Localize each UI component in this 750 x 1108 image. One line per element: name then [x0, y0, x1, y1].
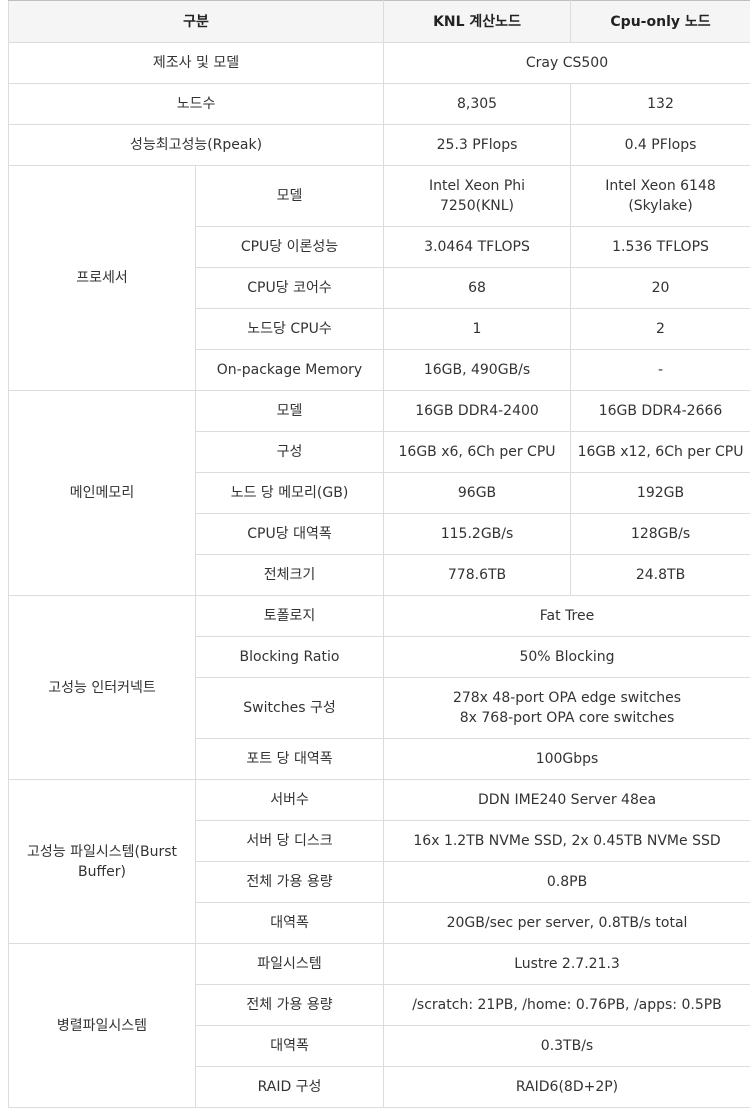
- spec-table: 구분 KNL 계산노드 Cpu-only 노드 제조사 및 모델 Cray CS…: [8, 0, 750, 1108]
- knl-value: 16GB, 490GB/s: [384, 350, 571, 391]
- knl-value: 3.0464 TFLOPS: [384, 227, 571, 268]
- header-row: 구분 KNL 계산노드 Cpu-only 노드: [9, 1, 750, 43]
- row-label: 모델: [196, 391, 384, 432]
- row-label: 포트 당 대역폭: [196, 739, 384, 780]
- cpu-value: Intel Xeon 6148 (Skylake): [571, 166, 750, 227]
- cpu-value: -: [571, 350, 750, 391]
- table-row: 노드수 8,305 132: [9, 84, 750, 125]
- row-label: 대역폭: [196, 1026, 384, 1067]
- row-label: 전체 가용 용량: [196, 985, 384, 1026]
- row-label: 서버수: [196, 780, 384, 821]
- table-row: 성능최고성능(Rpeak) 25.3 PFlops 0.4 PFlops: [9, 125, 750, 166]
- row-value: RAID6(8D+2P): [384, 1067, 750, 1108]
- table-row: 고성능 인터커넥트 토폴로지 Fat Tree: [9, 596, 750, 637]
- knl-value: 25.3 PFlops: [384, 125, 571, 166]
- group-label-memory: 메인메모리: [9, 391, 196, 596]
- table-row: 메인메모리 모델 16GB DDR4-2400 16GB DDR4-2666: [9, 391, 750, 432]
- row-label: 노드수: [9, 84, 384, 125]
- row-label: 토폴로지: [196, 596, 384, 637]
- group-label-parallel-fs: 병렬파일시스템: [9, 944, 196, 1108]
- cpu-value: 16GB x12, 6Ch per CPU: [571, 432, 750, 473]
- cpu-value: 20: [571, 268, 750, 309]
- knl-value-line: Intel Xeon Phi: [388, 176, 566, 196]
- row-label: On-package Memory: [196, 350, 384, 391]
- row-label: 서버 당 디스크: [196, 821, 384, 862]
- table-row: 병렬파일시스템 파일시스템 Lustre 2.7.21.3: [9, 944, 750, 985]
- cpu-value: 128GB/s: [571, 514, 750, 555]
- cpu-value: 1.536 TFLOPS: [571, 227, 750, 268]
- cpu-value: 0.4 PFlops: [571, 125, 750, 166]
- group-label-burst-buffer: 고성능 파일시스템(Burst Buffer): [9, 780, 196, 944]
- cpu-value: 16GB DDR4-2666: [571, 391, 750, 432]
- knl-value-line: 7250(KNL): [388, 196, 566, 216]
- row-value: 50% Blocking: [384, 637, 750, 678]
- row-value: 16x 1.2TB NVMe SSD, 2x 0.45TB NVMe SSD: [384, 821, 750, 862]
- row-label: CPU당 코어수: [196, 268, 384, 309]
- knl-value: 16GB x6, 6Ch per CPU: [384, 432, 571, 473]
- table-row: 제조사 및 모델 Cray CS500: [9, 43, 750, 84]
- row-value: Cray CS500: [384, 43, 750, 84]
- row-label: 노드당 CPU수: [196, 309, 384, 350]
- row-label: 파일시스템: [196, 944, 384, 985]
- group-label-line: Buffer): [13, 862, 191, 882]
- row-value: /scratch: 21PB, /home: 0.76PB, /apps: 0.…: [384, 985, 750, 1026]
- group-label-interconnect: 고성능 인터커넥트: [9, 596, 196, 780]
- row-value: 0.3TB/s: [384, 1026, 750, 1067]
- row-label: 성능최고성능(Rpeak): [9, 125, 384, 166]
- row-value: 20GB/sec per server, 0.8TB/s total: [384, 903, 750, 944]
- row-label: 대역폭: [196, 903, 384, 944]
- row-label: 모델: [196, 166, 384, 227]
- row-label: RAID 구성: [196, 1067, 384, 1108]
- row-label: 전체크기: [196, 555, 384, 596]
- row-label: 전체 가용 용량: [196, 862, 384, 903]
- knl-value: 778.6TB: [384, 555, 571, 596]
- cpu-value: 132: [571, 84, 750, 125]
- row-value: 278x 48-port OPA edge switches 8x 768-po…: [384, 678, 750, 739]
- cpu-value: 24.8TB: [571, 555, 750, 596]
- row-label: 제조사 및 모델: [9, 43, 384, 84]
- row-value-line: 8x 768-port OPA core switches: [388, 708, 746, 728]
- header-knl: KNL 계산노드: [384, 1, 571, 43]
- knl-value: 16GB DDR4-2400: [384, 391, 571, 432]
- header-cpu-only: Cpu-only 노드: [571, 1, 750, 43]
- header-category: 구분: [9, 1, 384, 43]
- table-row: 고성능 파일시스템(Burst Buffer) 서버수 DDN IME240 S…: [9, 780, 750, 821]
- row-label: Switches 구성: [196, 678, 384, 739]
- cpu-value: 2: [571, 309, 750, 350]
- row-label: CPU당 대역폭: [196, 514, 384, 555]
- group-label-line: 고성능 파일시스템(Burst: [13, 842, 191, 862]
- row-value: Fat Tree: [384, 596, 750, 637]
- knl-value: 115.2GB/s: [384, 514, 571, 555]
- group-label-processor: 프로세서: [9, 166, 196, 391]
- knl-value: 8,305: [384, 84, 571, 125]
- cpu-value-line: Intel Xeon 6148: [575, 176, 746, 196]
- knl-value: 96GB: [384, 473, 571, 514]
- row-value: 0.8PB: [384, 862, 750, 903]
- knl-value: Intel Xeon Phi 7250(KNL): [384, 166, 571, 227]
- row-label: 구성: [196, 432, 384, 473]
- row-value: DDN IME240 Server 48ea: [384, 780, 750, 821]
- row-label: 노드 당 메모리(GB): [196, 473, 384, 514]
- row-value: Lustre 2.7.21.3: [384, 944, 750, 985]
- row-value: 100Gbps: [384, 739, 750, 780]
- row-label: Blocking Ratio: [196, 637, 384, 678]
- row-value-line: 278x 48-port OPA edge switches: [388, 688, 746, 708]
- knl-value: 68: [384, 268, 571, 309]
- knl-value: 1: [384, 309, 571, 350]
- cpu-value-line: (Skylake): [575, 196, 746, 216]
- table-row: 프로세서 모델 Intel Xeon Phi 7250(KNL) Intel X…: [9, 166, 750, 227]
- cpu-value: 192GB: [571, 473, 750, 514]
- row-label: CPU당 이론성능: [196, 227, 384, 268]
